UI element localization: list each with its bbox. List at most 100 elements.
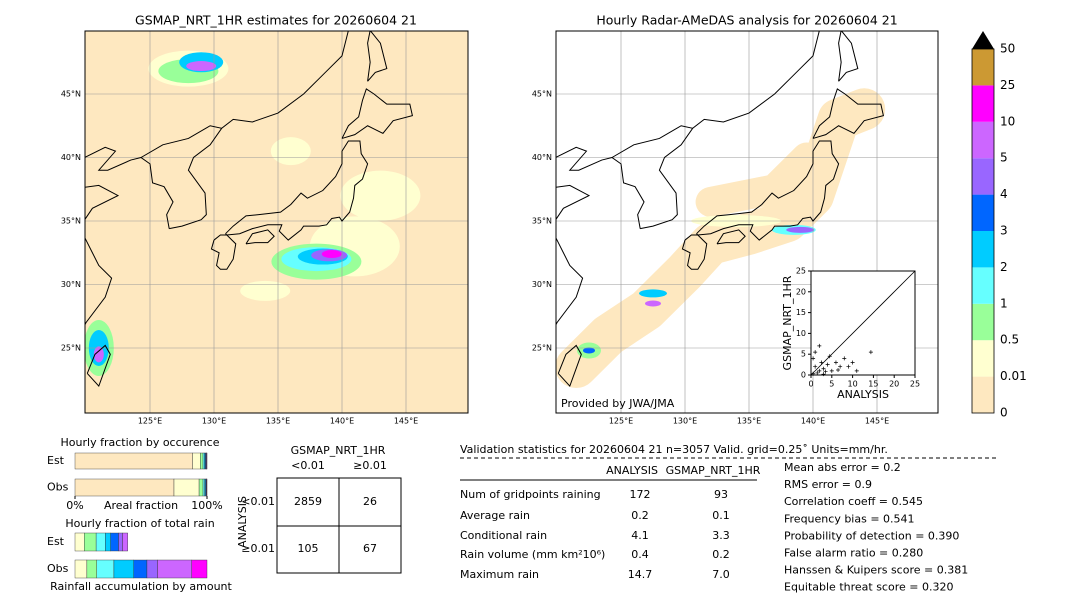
coastline bbox=[611, 125, 694, 230]
scatter-point bbox=[821, 372, 826, 377]
category-label: Obs bbox=[47, 562, 69, 575]
stats-row-label: Rain volume (mm km²10⁶) bbox=[460, 548, 605, 561]
rain-area bbox=[240, 280, 291, 301]
bar-segment bbox=[84, 532, 97, 552]
score: False alarm ratio = 0.280 bbox=[784, 547, 923, 560]
bar-segment bbox=[95, 532, 106, 552]
colorbar-segment bbox=[972, 231, 994, 268]
scatter-point bbox=[813, 364, 818, 369]
bar-segment bbox=[74, 478, 175, 497]
rain-area bbox=[93, 346, 104, 363]
category-label: Est bbox=[47, 454, 65, 467]
lat-label: 35°N bbox=[532, 217, 552, 226]
credit: Provided by JWA/JMA bbox=[561, 397, 675, 410]
colorbar-segment bbox=[972, 49, 994, 86]
bar-segment bbox=[202, 478, 205, 497]
score: Correlation coeff = 0.545 bbox=[784, 495, 923, 508]
lon-label: 135°E bbox=[737, 417, 761, 426]
rain-area bbox=[186, 61, 217, 72]
column-label: <0.01 bbox=[291, 459, 325, 472]
bar-segment bbox=[86, 559, 97, 579]
bar-segment bbox=[118, 532, 123, 552]
bar-segment bbox=[157, 559, 193, 579]
category-label: Est bbox=[47, 535, 65, 548]
rain-area bbox=[270, 137, 311, 166]
coastline bbox=[696, 140, 840, 241]
column-label: ≥0.01 bbox=[353, 459, 387, 472]
table-header: GSMAP_NRT_1HR bbox=[291, 444, 386, 457]
lon-label: 130°E bbox=[673, 417, 697, 426]
scatter-point bbox=[819, 360, 824, 365]
stats-value: 0.4 bbox=[631, 548, 649, 561]
scatter-point bbox=[823, 369, 828, 374]
score: Hanssen & Kuipers score = 0.381 bbox=[784, 564, 968, 577]
colorbar-label: 1 bbox=[1000, 296, 1008, 310]
table-cell: 2859 bbox=[294, 495, 322, 508]
stats-column: ANALYSIS bbox=[606, 464, 658, 477]
table-cell: 67 bbox=[363, 542, 377, 555]
coastline bbox=[692, 31, 820, 129]
score: Frequency bias = 0.541 bbox=[784, 512, 915, 525]
lat-label: 25°N bbox=[61, 344, 81, 353]
row-label: ≥0.01 bbox=[241, 542, 275, 555]
coastline bbox=[221, 31, 349, 129]
colorbar-segment bbox=[972, 158, 994, 195]
colorbar-segment bbox=[972, 194, 994, 231]
score: Probability of detection = 0.390 bbox=[784, 529, 959, 542]
x-axis-label: Areal fraction bbox=[104, 499, 178, 512]
stats-value: 0.2 bbox=[631, 509, 649, 522]
lat-label: 45°N bbox=[61, 90, 81, 99]
x-tick-label: 10 bbox=[848, 380, 858, 389]
bar-segment bbox=[74, 559, 88, 579]
scatter-point bbox=[829, 368, 834, 373]
y-tick-label: 25 bbox=[796, 267, 806, 276]
x-tick-label: 0 bbox=[808, 380, 813, 389]
stats-value: 14.7 bbox=[628, 568, 653, 581]
coastline bbox=[225, 140, 369, 241]
coastline bbox=[716, 229, 746, 245]
coastline bbox=[245, 229, 275, 245]
rain-area bbox=[340, 170, 421, 221]
rain-area bbox=[645, 300, 661, 307]
stats-row-label: Conditional rain bbox=[460, 529, 547, 542]
coastline bbox=[557, 344, 582, 388]
scatter-point bbox=[836, 368, 841, 373]
scatter-point bbox=[854, 368, 859, 373]
colorbar-label: 50 bbox=[1000, 42, 1015, 56]
x-axis-label: ANALYSIS bbox=[837, 388, 889, 401]
table-cell: 26 bbox=[363, 495, 377, 508]
scatter-point bbox=[815, 370, 820, 375]
colorbar-frame bbox=[971, 48, 995, 414]
x-tick-label: 5 bbox=[829, 380, 834, 389]
stats-row-label: Num of gridpoints raining bbox=[460, 488, 601, 501]
lat-label: 45°N bbox=[532, 90, 552, 99]
left-map-frame bbox=[84, 30, 469, 414]
bar-chart-title: Hourly fraction of total rain bbox=[65, 517, 214, 530]
scatter-point bbox=[811, 356, 816, 361]
rain-area bbox=[583, 347, 595, 354]
lat-label: 30°N bbox=[61, 280, 81, 289]
lon-label: 145°E bbox=[394, 417, 418, 426]
score: RMS error = 0.9 bbox=[784, 478, 872, 491]
x-axis-label: Rainfall accumulation by amount bbox=[50, 580, 232, 593]
colorbar-extend bbox=[972, 31, 994, 49]
row-title: ANALYSIS bbox=[236, 496, 249, 548]
map-background bbox=[85, 31, 468, 413]
y-axis-label: GSMAP_NRT_1HR bbox=[781, 275, 794, 370]
lon-label: 130°E bbox=[202, 417, 226, 426]
y-tick-label: 15 bbox=[796, 308, 806, 317]
colorbar-label: 3 bbox=[1000, 224, 1008, 238]
lon-label: 125°E bbox=[609, 417, 633, 426]
colorbar-label: 5 bbox=[1000, 151, 1008, 165]
scatter-point bbox=[838, 364, 843, 369]
colorbar-label: 2 bbox=[1000, 260, 1008, 274]
colorbar-label: 10 bbox=[1000, 114, 1015, 128]
colorbar-label: 0 bbox=[1000, 406, 1008, 420]
bar-segment bbox=[122, 532, 128, 552]
scatter-point bbox=[842, 356, 847, 361]
stats-value: 4.1 bbox=[631, 529, 649, 542]
bar-segment bbox=[173, 478, 200, 497]
left-map-title: GSMAP_NRT_1HR estimates for 20260604 21 bbox=[135, 13, 417, 28]
lat-label: 25°N bbox=[532, 344, 552, 353]
